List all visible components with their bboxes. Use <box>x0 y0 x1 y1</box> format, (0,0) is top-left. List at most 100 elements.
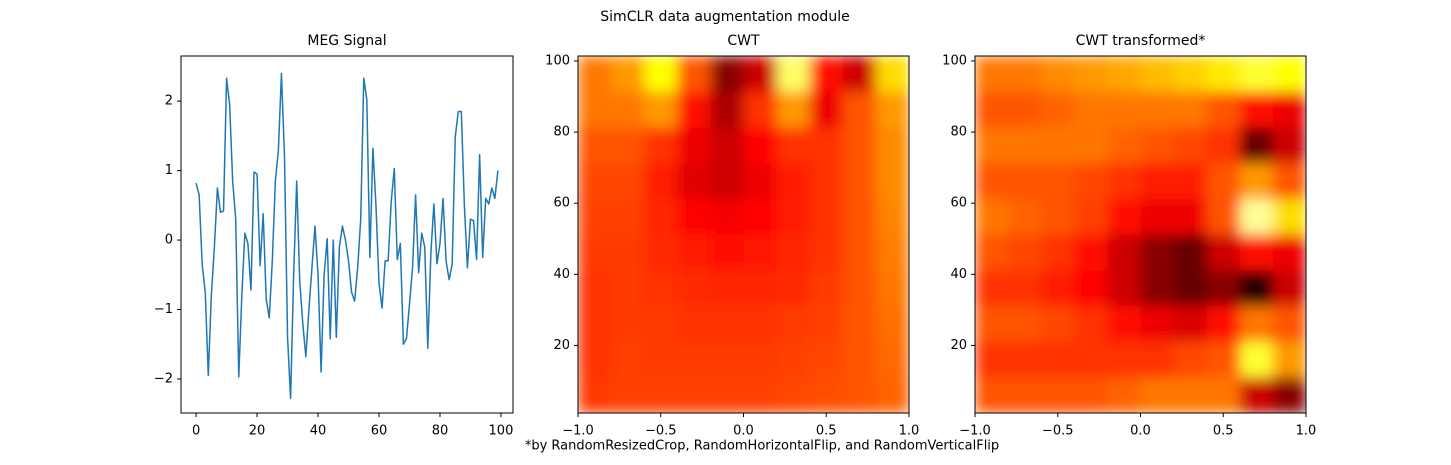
heatmap-cell <box>611 270 645 307</box>
heatmap-cell <box>743 198 778 235</box>
heatmap-cell <box>1239 198 1274 235</box>
heatmap-cell <box>875 305 909 343</box>
heatmap-cell <box>710 377 744 413</box>
heatmap-cell <box>1140 91 1175 128</box>
heatmap-cell <box>1206 127 1241 164</box>
footnote: *by RandomResizedCrop, RandomHorizontalF… <box>525 439 999 454</box>
heatmap-cell <box>743 305 778 343</box>
heatmap-cell <box>809 341 844 378</box>
heatmap-cell <box>1074 91 1108 128</box>
heatmap-cell <box>1272 56 1306 93</box>
heatmap-cell <box>1041 377 1075 413</box>
heatmap-cell <box>842 127 877 164</box>
heatmap-cell <box>644 234 678 271</box>
heatmap-cell <box>975 163 1009 200</box>
axes-title: CWT <box>727 33 760 49</box>
heatmap-cell <box>1041 56 1075 93</box>
heatmap-cell <box>1008 305 1042 343</box>
heatmap-cell <box>776 341 811 378</box>
heatmap-cell <box>809 270 844 307</box>
heatmap-cell <box>975 56 1009 93</box>
heatmap-cell <box>1272 377 1306 413</box>
heatmap-cell <box>1074 234 1108 271</box>
heatmap-cell <box>1008 341 1042 378</box>
heatmap-cell <box>611 163 645 200</box>
heatmap-cell <box>611 127 645 164</box>
heatmap-cell <box>677 341 711 378</box>
heatmap-cell <box>611 377 645 413</box>
heatmap-cell <box>743 127 778 164</box>
heatmap-cell <box>1107 127 1141 164</box>
y-tick-label: 60 <box>950 196 967 211</box>
heatmap-cell <box>776 56 811 93</box>
heatmap-cell <box>743 56 778 93</box>
heatmap-cell <box>1140 127 1175 164</box>
heatmap-cell <box>710 127 744 164</box>
heatmap-cell <box>611 198 645 235</box>
heatmap-cell <box>1239 91 1274 128</box>
heatmap-cell <box>842 341 877 378</box>
heatmap-cell <box>644 305 678 343</box>
heatmap-cell <box>1008 163 1042 200</box>
y-tick-label: −2 <box>154 371 173 386</box>
heatmap-cell <box>975 305 1009 343</box>
heatmap-cell <box>1206 305 1241 343</box>
axes-title: MEG Signal <box>307 33 386 49</box>
heatmap-cell <box>875 198 909 235</box>
heatmap-cell <box>776 377 811 413</box>
heatmap-cell <box>975 377 1009 413</box>
x-tick-label: 100 <box>489 424 514 439</box>
heatmap-cell <box>644 198 678 235</box>
x-tick-label: −1.0 <box>562 424 594 439</box>
heatmap-cell <box>743 234 778 271</box>
heatmap-cell <box>710 270 744 307</box>
heatmap-cell <box>842 56 877 93</box>
heatmap-cell <box>1074 305 1108 343</box>
y-tick-label: 80 <box>553 125 570 140</box>
heatmap-cell <box>1008 270 1042 307</box>
heatmap-cell <box>975 270 1009 307</box>
heatmap-cell <box>842 270 877 307</box>
heatmap-cell <box>776 234 811 271</box>
heatmap-cell <box>578 305 612 343</box>
heatmap-cell <box>1140 234 1175 271</box>
heatmap-cell <box>1140 341 1175 378</box>
heatmap-cell <box>1173 377 1208 413</box>
heatmap-cell <box>1008 234 1042 271</box>
heatmap-cell <box>1140 270 1175 307</box>
heatmap-cell <box>1008 198 1042 235</box>
heatmap-cell <box>809 91 844 128</box>
heatmap-cell <box>644 163 678 200</box>
heatmap-cell <box>1107 305 1141 343</box>
heatmap-cell <box>1107 341 1141 378</box>
heatmap-cell <box>710 341 744 378</box>
heatmap-cell <box>578 198 612 235</box>
heatmap-cell <box>1272 91 1306 128</box>
heatmap-cell <box>875 91 909 128</box>
heatmap-cell <box>776 305 811 343</box>
heatmap-cell <box>842 305 877 343</box>
x-tick-label: −0.5 <box>645 424 677 439</box>
heatmap-cell <box>1173 91 1208 128</box>
heatmap-cell <box>644 377 678 413</box>
heatmap-cell <box>1140 305 1175 343</box>
y-tick-label: 40 <box>553 267 570 282</box>
heatmap-cell <box>677 91 711 128</box>
heatmap-cell <box>875 270 909 307</box>
heatmap-cell <box>776 91 811 128</box>
heatmap-cell <box>1107 163 1141 200</box>
heatmap-cell <box>1107 377 1141 413</box>
x-tick-label: 0.0 <box>733 424 754 439</box>
heatmap-cell <box>975 91 1009 128</box>
heatmap-cell <box>644 270 678 307</box>
heatmap-cell <box>809 56 844 93</box>
heatmap-cell <box>1140 377 1175 413</box>
y-tick-label: −1 <box>154 302 173 317</box>
heatmap-cell <box>776 163 811 200</box>
heatmap-cell <box>875 234 909 271</box>
y-tick-label: 1 <box>165 163 173 178</box>
heatmap-cell <box>677 56 711 93</box>
heatmap-cell <box>1074 377 1108 413</box>
heatmap-cell <box>1107 270 1141 307</box>
